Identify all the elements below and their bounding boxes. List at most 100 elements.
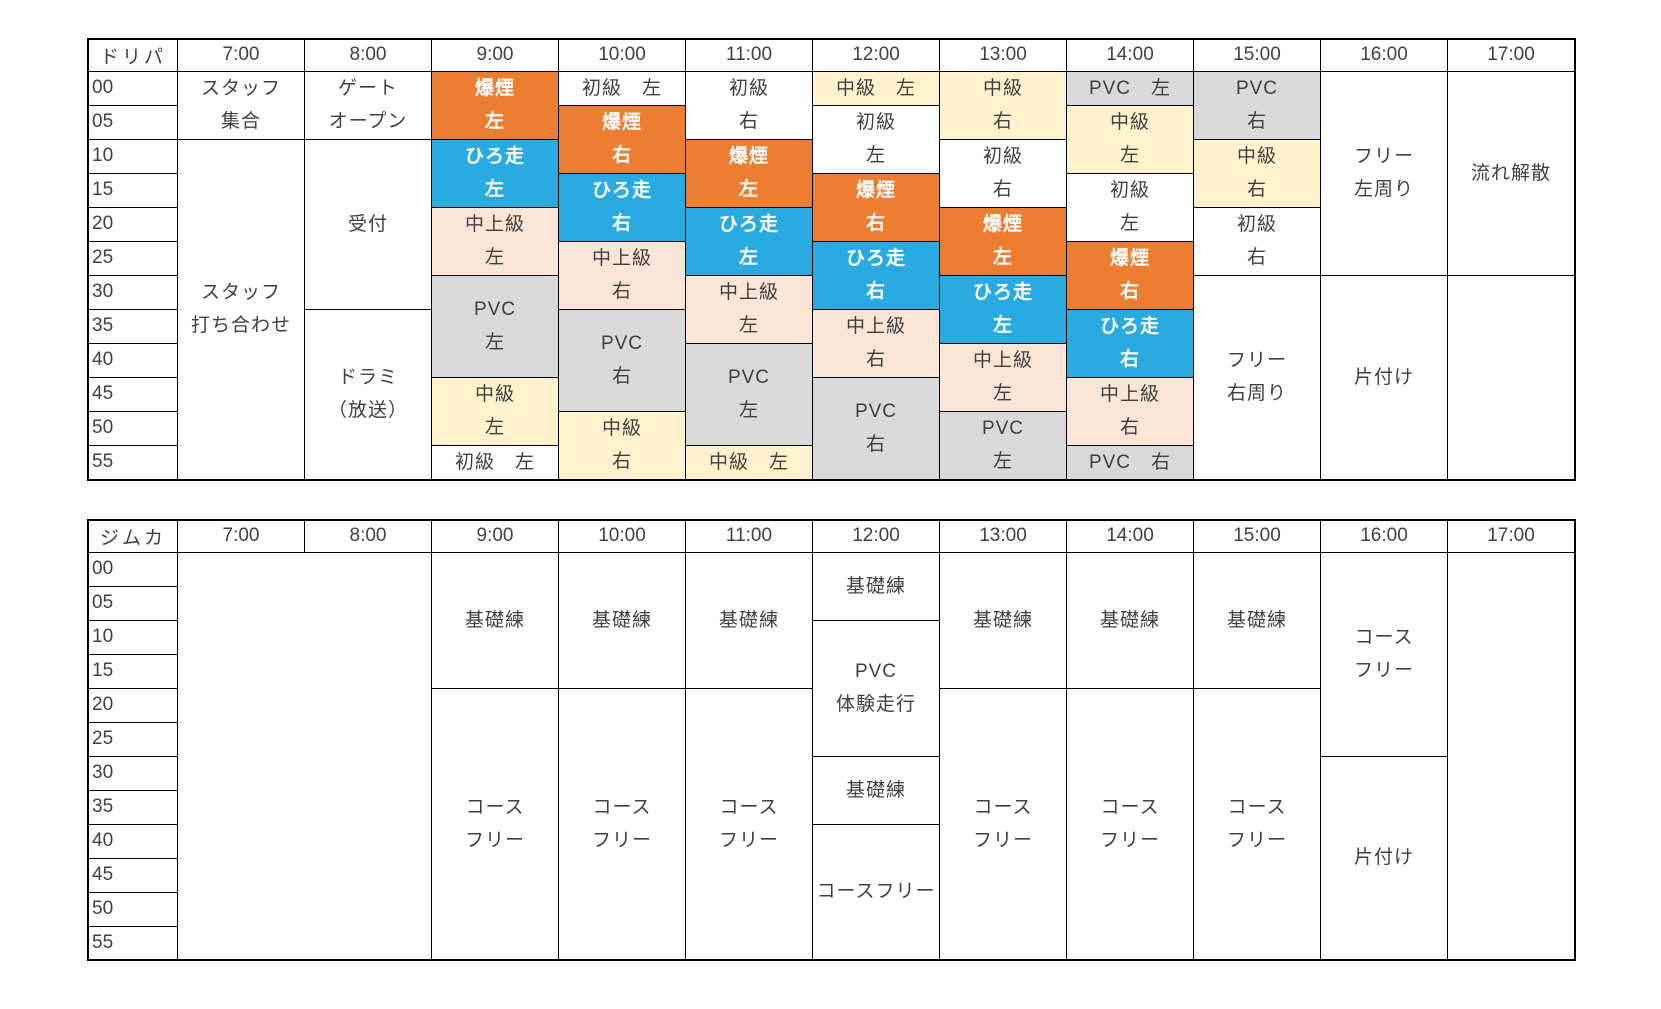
schedule-cell: PVC 右 <box>812 376 940 480</box>
minute-label: 55 <box>87 444 178 480</box>
schedule-cell-text: スタッフ <box>200 282 281 303</box>
schedule-cell-text: 中級 <box>474 384 515 405</box>
schedule-cell: ひろ走左 <box>685 206 813 276</box>
schedule-cell-text: PVC <box>1235 78 1279 99</box>
schedule-cell-text: 左 <box>738 179 759 200</box>
minute-label: 10 <box>87 138 178 174</box>
schedule-cell: スタッフ 打ち合わせ <box>177 138 305 480</box>
minute-label: 45 <box>87 857 178 893</box>
schedule-cell: 基礎練 <box>558 551 686 689</box>
schedule-cell-text: 基礎練 <box>464 609 525 631</box>
schedule-cell: 初級 左 <box>558 70 686 106</box>
schedule-cell-text: コース <box>1227 796 1287 818</box>
schedule-cell-text: PVC <box>981 418 1025 439</box>
minute-label: 00 <box>87 551 178 587</box>
schedule-cell-text: 左 <box>484 332 505 353</box>
schedule-cell-text: 初級 <box>728 78 769 99</box>
schedule-cell: 初級 左 <box>431 444 559 480</box>
schedule-cell: 基礎練 <box>431 551 559 689</box>
drift-park-table: ドリパ 7:00 8:00 9:00 10:00 11:00 12:00 13:00 14:00… <box>87 38 1576 481</box>
schedule-cell-text: 中級 <box>1236 146 1277 167</box>
schedule-cell: ひろ走右 <box>812 240 940 310</box>
drift-park-table-container: ドリパ 7:00 8:00 9:00 10:00 11:00 12:00 13:00 14:00… <box>87 38 1576 481</box>
schedule-cell-text: 基礎練 <box>972 609 1033 631</box>
schedule-cell-text: PVC 左 <box>1088 77 1172 99</box>
schedule-cell-text: 中級 左 <box>835 77 916 99</box>
schedule-cell-text: 右 <box>1246 247 1267 268</box>
schedule-cell: 基礎練 <box>939 551 1067 689</box>
minute-label: 15 <box>87 172 178 208</box>
schedule-cell: ドラミ （放送） <box>304 308 432 480</box>
time-header: 11:00 <box>685 38 813 72</box>
schedule-cell: PVC 左 <box>685 342 813 446</box>
time-header: 9:00 <box>431 38 559 72</box>
schedule-cell: 中上級右 <box>1066 376 1194 446</box>
schedule-cell: フリー 右周り <box>1193 274 1321 480</box>
schedule-cell: 初級右 <box>939 138 1067 208</box>
schedule-cell: 基礎練 <box>1193 551 1321 689</box>
schedule-cell: 中級左 <box>431 376 559 446</box>
schedule-cell-text: コース <box>465 796 525 818</box>
schedule-cell: 初級右 <box>1193 206 1321 276</box>
schedule-cell: 爆煙左 <box>431 70 559 140</box>
schedule-cell-text: 右 <box>611 366 632 387</box>
minute-label: 55 <box>87 925 178 961</box>
minute-label: 25 <box>87 721 178 757</box>
schedule-cell-text: 右 <box>1246 179 1267 200</box>
schedule-cell: PVC 右 <box>558 308 686 412</box>
schedule-cell-text: コース <box>719 796 779 818</box>
schedule-cell-text: 受付 <box>347 213 388 235</box>
time-header: 14:00 <box>1066 519 1194 553</box>
time-header: 12:00 <box>812 519 940 553</box>
schedule-cell: PVC 体験走行 <box>812 619 940 757</box>
schedule-cell: ひろ走左 <box>939 274 1067 344</box>
schedule-cell-text: ひろ走 <box>464 146 525 167</box>
schedule-cell-text: 中上級 <box>845 316 906 337</box>
time-header: 11:00 <box>685 519 813 553</box>
schedule-cell-text: 片付け <box>1353 847 1414 869</box>
minute-label: 05 <box>87 585 178 621</box>
schedule-cell-text: 基礎練 <box>1226 609 1287 631</box>
schedule-cell-text: 中級 <box>982 78 1023 99</box>
schedule-cell: 中級 左 <box>685 444 813 480</box>
schedule-cell-text: 右周り <box>1226 383 1287 404</box>
schedule-cell-text: 中上級 <box>1099 384 1160 405</box>
schedule-cell: 基礎練 <box>1066 551 1194 689</box>
time-header: 8:00 <box>304 519 432 553</box>
schedule-cell: 中上級右 <box>812 308 940 378</box>
schedule-cell-text: 右 <box>611 281 632 302</box>
schedule-cell-text: コース <box>592 796 652 818</box>
schedule-cell-text: フリー <box>464 829 525 851</box>
schedule-cell-text: （放送） <box>327 400 408 421</box>
schedule-cell: PVC 左 <box>939 410 1067 480</box>
time-header: 10:00 <box>558 519 686 553</box>
schedule-cell-text: フリー <box>1226 350 1287 371</box>
schedule-cell-text: PVC <box>473 299 517 320</box>
schedule-cell-text: 初級 <box>1109 180 1150 201</box>
schedule-cell-text: コース <box>1354 627 1414 648</box>
schedule-cell-text: 基礎練 <box>591 609 652 631</box>
schedule-cell: 爆煙右 <box>812 172 940 242</box>
schedule-cell-text: 初級 左 <box>581 77 662 99</box>
schedule-cell-text: 左 <box>1119 213 1140 234</box>
schedule-cell: 中級右 <box>558 410 686 480</box>
schedule-cell-text: ひろ走 <box>845 248 906 269</box>
time-header: 17:00 <box>1447 38 1576 72</box>
schedule-cell-text: 左 <box>484 417 505 438</box>
schedule-cell-text: PVC 右 <box>1088 451 1172 473</box>
time-header: 8:00 <box>304 38 432 72</box>
schedule-cell: 爆煙左 <box>685 138 813 208</box>
schedule-cell: 中上級左 <box>685 274 813 344</box>
schedule-cell: 中級左 <box>1066 104 1194 174</box>
schedule-cell-text: 爆煙 <box>855 180 896 201</box>
schedule-cell-text: ひろ走 <box>972 282 1033 303</box>
minute-label: 50 <box>87 410 178 446</box>
schedule-cell: 中上級左 <box>939 342 1067 412</box>
schedule-cell-text: フリー <box>718 829 779 851</box>
schedule-cell-text: 右 <box>1246 111 1267 132</box>
schedule-cell-text: 基礎練 <box>718 609 779 631</box>
gymkhana-corner-label: ジムカ <box>87 519 178 553</box>
schedule-cell-text: 爆煙 <box>728 146 769 167</box>
schedule-cell: 片付け <box>1320 755 1448 961</box>
minute-label: 45 <box>87 376 178 412</box>
